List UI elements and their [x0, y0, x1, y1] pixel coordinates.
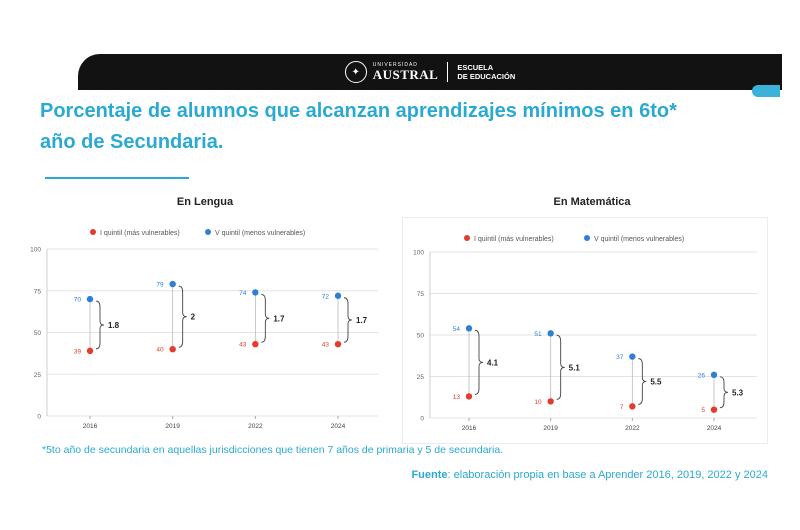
- data-label: 51: [534, 331, 542, 338]
- ratio-label: 5.1: [569, 363, 581, 372]
- y-tick-label: 25: [34, 372, 42, 379]
- logo-small-text: UNIVERSIDAD: [372, 62, 418, 68]
- y-tick-label: 75: [34, 288, 42, 295]
- data-label: 74: [239, 290, 247, 297]
- data-point: [252, 289, 259, 296]
- austral-logo: ✦ UNIVERSIDAD AUSTRAL ESCUELA DE EDUCACI…: [344, 61, 516, 83]
- ratio-label: 1.7: [273, 314, 285, 323]
- logo-main-text: AUSTRAL: [372, 67, 439, 82]
- title-line-1: Porcentaje de alumnos que alcanzan apren…: [40, 100, 677, 122]
- data-label: 13: [453, 394, 461, 401]
- gap-bracket: [719, 376, 729, 409]
- data-label: 54: [453, 326, 461, 333]
- ratio-label: 1.7: [356, 316, 368, 325]
- source-label: Fuente: [411, 469, 448, 481]
- title-underline: [45, 177, 189, 179]
- data-label: 5: [701, 407, 705, 414]
- ratio-label: 4.1: [487, 358, 499, 367]
- data-point: [547, 330, 554, 337]
- data-point: [465, 325, 473, 332]
- chart-matematica: I quintil (más vulnerables) V quintil (me…: [413, 235, 757, 432]
- x-tick-label: 2016: [462, 425, 477, 432]
- ratio-label: 5.3: [732, 388, 744, 397]
- source-text: : elaboración propia en base a Aprender …: [447, 469, 768, 481]
- gap-bracket: [638, 358, 647, 405]
- chart-title-matematica: En Matemática: [553, 196, 631, 208]
- data-label: 79: [156, 282, 164, 289]
- legend-marker: [90, 229, 96, 235]
- ratio-label: 1.8: [108, 321, 120, 330]
- data-point: [629, 403, 636, 410]
- data-label: 43: [322, 342, 330, 349]
- data-point: [465, 393, 473, 400]
- crest-icon: ✦: [344, 61, 367, 83]
- y-tick-label: 50: [417, 333, 425, 340]
- gap-bracket: [178, 285, 187, 348]
- chart-title-lengua: En Lengua: [176, 196, 234, 208]
- data-point: [252, 340, 259, 348]
- school-line-1: ESCUELA: [457, 62, 494, 72]
- data-point: [169, 280, 176, 288]
- ratio-label: 2: [191, 313, 196, 322]
- gap-bracket: [556, 334, 565, 400]
- footnote: *5to año de secundaria en aquellas juris…: [42, 444, 504, 456]
- data-point: [710, 371, 718, 379]
- chart-lengua: I quintil (más vulnerables) V quintil (me…: [30, 229, 378, 430]
- header-bar: ✦ UNIVERSIDAD AUSTRAL ESCUELA DE EDUCACI…: [78, 54, 782, 90]
- x-tick-label: 2019: [165, 423, 180, 430]
- page-title: Porcentaje de alumnos que alcanzan apren…: [40, 96, 760, 158]
- data-label: 43: [239, 342, 247, 349]
- legend-marker: [584, 235, 590, 241]
- y-tick-label: 75: [417, 291, 425, 298]
- data-label: 72: [322, 293, 330, 300]
- chart-panel-lengua: I quintil (más vulnerables) V quintil (me…: [30, 222, 380, 440]
- x-tick-label: 2024: [707, 425, 722, 432]
- legend-label: V quintil (menos vulnerables): [594, 236, 684, 243]
- data-label: 40: [156, 347, 164, 354]
- gap-bracket: [261, 293, 270, 343]
- y-tick-label: 100: [30, 247, 41, 254]
- data-label: 39: [74, 348, 82, 355]
- x-tick-label: 2024: [331, 423, 346, 430]
- data-point: [86, 347, 94, 355]
- y-tick-label: 100: [413, 250, 424, 257]
- school-line-2: DE EDUCACIÓN: [457, 72, 516, 81]
- data-label: 10: [534, 399, 542, 406]
- y-tick-label: 0: [420, 416, 424, 423]
- x-tick-label: 2019: [543, 425, 558, 432]
- accent-tab: [752, 85, 780, 97]
- legend-label: I quintil (más vulnerables): [100, 230, 180, 237]
- x-tick-label: 2016: [83, 423, 98, 430]
- data-point: [86, 295, 94, 303]
- title-line-2: año de Secundaria.: [40, 131, 224, 153]
- source-note: Fuente: elaboración propia en base a Apr…: [411, 469, 768, 481]
- legend-label: I quintil (más vulnerables): [474, 236, 554, 243]
- data-label: 26: [698, 372, 706, 379]
- data-point: [334, 292, 342, 299]
- y-tick-label: 0: [37, 414, 41, 421]
- data-point: [334, 340, 342, 348]
- data-point: [629, 353, 636, 360]
- legend-marker: [205, 229, 211, 235]
- ratio-label: 5.5: [650, 377, 662, 386]
- legend-marker: [464, 235, 470, 241]
- chart-panel-matematica: I quintil (más vulnerables) V quintil (me…: [402, 217, 768, 444]
- y-tick-label: 50: [34, 330, 42, 337]
- data-point: [169, 346, 176, 353]
- data-label: 7: [620, 404, 624, 411]
- data-point: [710, 406, 718, 413]
- x-tick-label: 2022: [625, 425, 640, 432]
- legend-label: V quintil (menos vulnerables): [215, 230, 305, 237]
- data-point: [547, 398, 554, 405]
- y-tick-label: 25: [417, 374, 425, 381]
- x-tick-label: 2022: [248, 423, 263, 430]
- gap-bracket: [474, 329, 484, 395]
- gap-bracket: [95, 300, 105, 350]
- data-label: 37: [616, 354, 624, 361]
- data-label: 70: [74, 297, 82, 304]
- logo-divider: [447, 62, 449, 82]
- gap-bracket: [343, 297, 353, 343]
